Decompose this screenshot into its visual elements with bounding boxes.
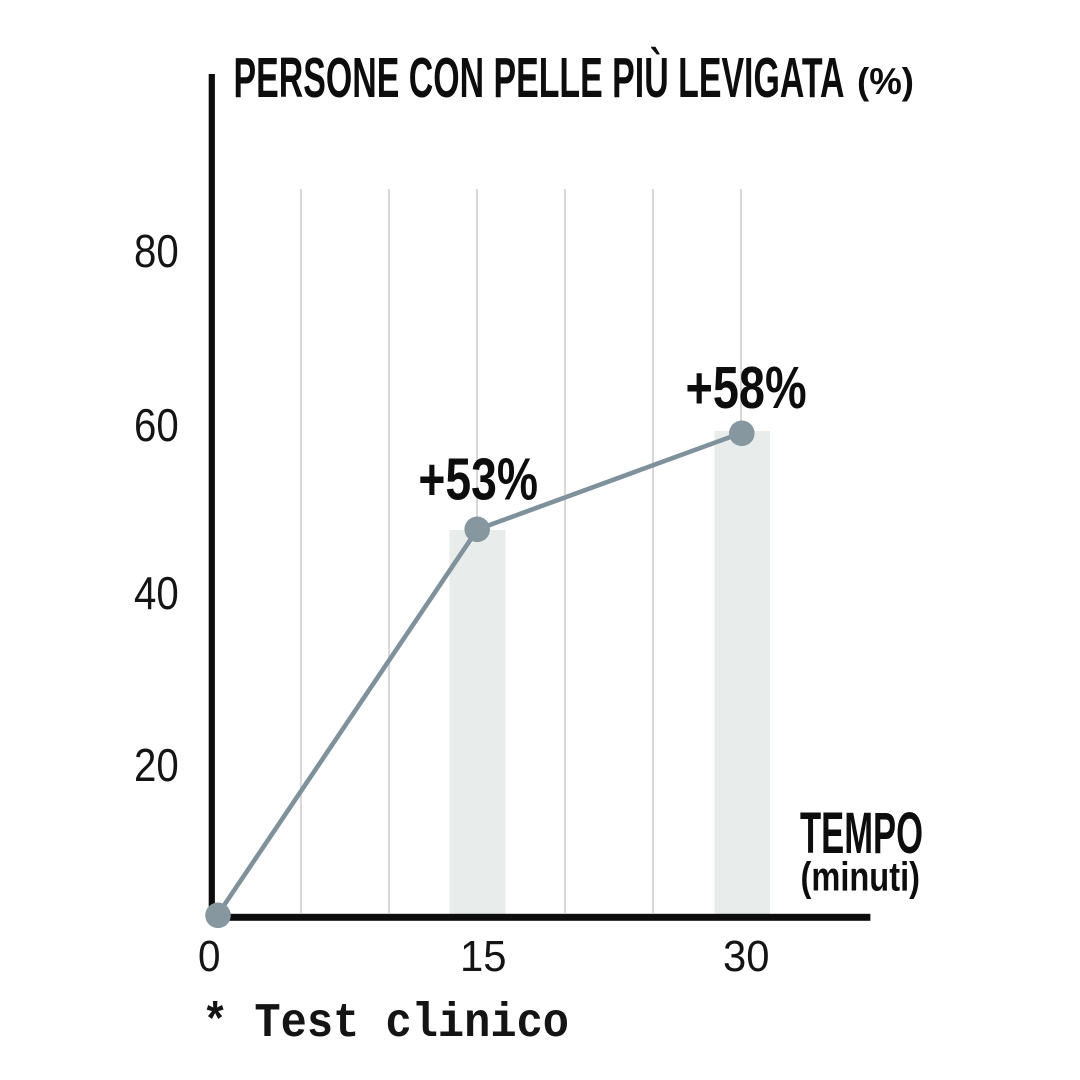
svg-text:(minuti): (minuti) bbox=[801, 854, 921, 900]
svg-text:30: 30 bbox=[723, 932, 770, 981]
svg-text:40: 40 bbox=[134, 567, 179, 619]
svg-text:80: 80 bbox=[134, 225, 179, 277]
svg-text:20: 20 bbox=[134, 739, 179, 791]
svg-text:60: 60 bbox=[134, 399, 179, 451]
svg-text:(%): (%) bbox=[857, 61, 914, 102]
svg-text:+53%: +53% bbox=[418, 447, 538, 513]
svg-text:TEMPO: TEMPO bbox=[800, 801, 923, 866]
svg-text:0: 0 bbox=[198, 932, 221, 981]
svg-text:+58%: +58% bbox=[686, 355, 807, 421]
svg-text:PERSONE CON PELLE PIÙ LEVIGATA: PERSONE CON PELLE PIÙ LEVIGATA bbox=[234, 46, 845, 110]
svg-text:15: 15 bbox=[460, 932, 507, 981]
svg-text:* Test clinico: * Test clinico bbox=[202, 996, 569, 1051]
